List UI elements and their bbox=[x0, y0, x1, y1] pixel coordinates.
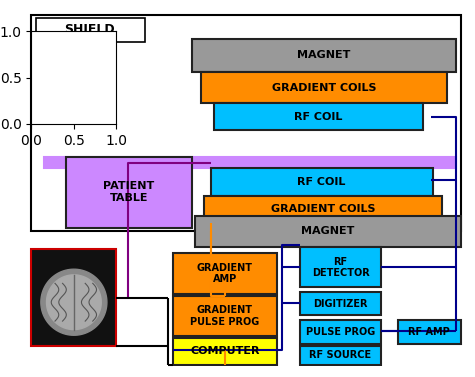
Bar bbox=[173, 253, 277, 294]
Bar bbox=[31, 249, 116, 346]
Bar bbox=[300, 346, 380, 365]
Bar bbox=[31, 15, 461, 230]
Bar bbox=[300, 320, 380, 344]
Text: RF SOURCE: RF SOURCE bbox=[309, 350, 371, 360]
Bar bbox=[173, 296, 277, 336]
Bar bbox=[66, 157, 192, 228]
Text: DIGITIZER: DIGITIZER bbox=[313, 299, 368, 309]
Text: RF COIL: RF COIL bbox=[297, 177, 346, 187]
Text: GRADIENT COILS: GRADIENT COILS bbox=[272, 83, 376, 92]
Bar bbox=[398, 320, 461, 344]
Text: SHIELD: SHIELD bbox=[65, 23, 115, 36]
Bar bbox=[204, 196, 442, 223]
Text: MAGNET: MAGNET bbox=[297, 51, 351, 60]
Text: COMPUTER: COMPUTER bbox=[190, 346, 260, 356]
Text: GRADIENT COILS: GRADIENT COILS bbox=[271, 204, 375, 214]
Bar bbox=[300, 247, 380, 287]
Text: RF AMP: RF AMP bbox=[408, 327, 450, 337]
Bar bbox=[36, 18, 145, 42]
Bar bbox=[201, 72, 446, 103]
Bar bbox=[44, 157, 456, 168]
Text: GRADIENT
AMP: GRADIENT AMP bbox=[197, 263, 253, 284]
Polygon shape bbox=[47, 275, 101, 329]
Polygon shape bbox=[41, 269, 107, 335]
Text: RF COIL: RF COIL bbox=[294, 112, 342, 122]
Bar bbox=[300, 292, 380, 316]
Text: RF
DETECTOR: RF DETECTOR bbox=[312, 256, 370, 278]
Text: MAGNET: MAGNET bbox=[301, 227, 354, 236]
Bar bbox=[211, 168, 433, 196]
Text: SCREEN: SCREEN bbox=[52, 293, 95, 302]
Bar bbox=[192, 39, 456, 72]
Bar bbox=[173, 338, 277, 365]
Bar bbox=[195, 216, 461, 247]
Text: PATIENT
TABLE: PATIENT TABLE bbox=[104, 181, 155, 203]
Text: GRADIENT
PULSE PROG: GRADIENT PULSE PROG bbox=[190, 305, 259, 327]
Text: PULSE PROG: PULSE PROG bbox=[306, 327, 375, 337]
Bar bbox=[214, 103, 423, 130]
